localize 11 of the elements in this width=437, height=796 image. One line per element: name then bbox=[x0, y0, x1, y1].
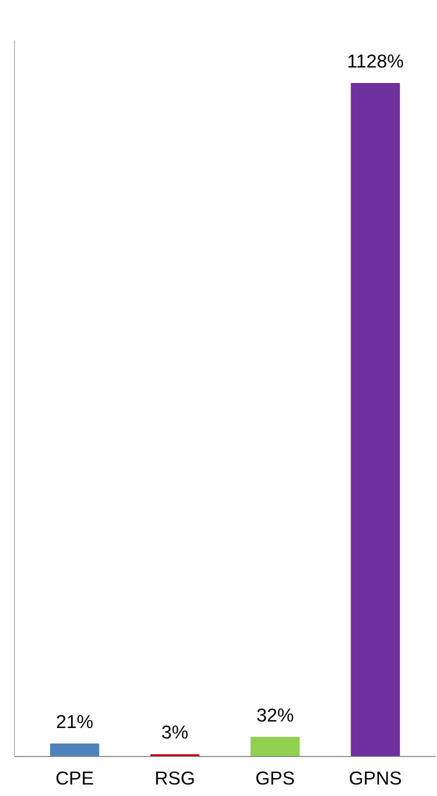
data-label: 21% bbox=[56, 710, 94, 732]
bar bbox=[350, 82, 400, 756]
bar bbox=[50, 743, 100, 756]
x-tick-label: GPNS bbox=[348, 768, 402, 788]
data-label: 1128% bbox=[347, 50, 404, 72]
x-tick-label: CPE bbox=[55, 768, 94, 788]
x-tick-label: GPS bbox=[255, 768, 295, 788]
data-label: 3% bbox=[161, 722, 188, 743]
x-tick-label: RSG bbox=[154, 768, 196, 788]
data-label: 32% bbox=[256, 704, 294, 726]
bar bbox=[250, 736, 300, 756]
